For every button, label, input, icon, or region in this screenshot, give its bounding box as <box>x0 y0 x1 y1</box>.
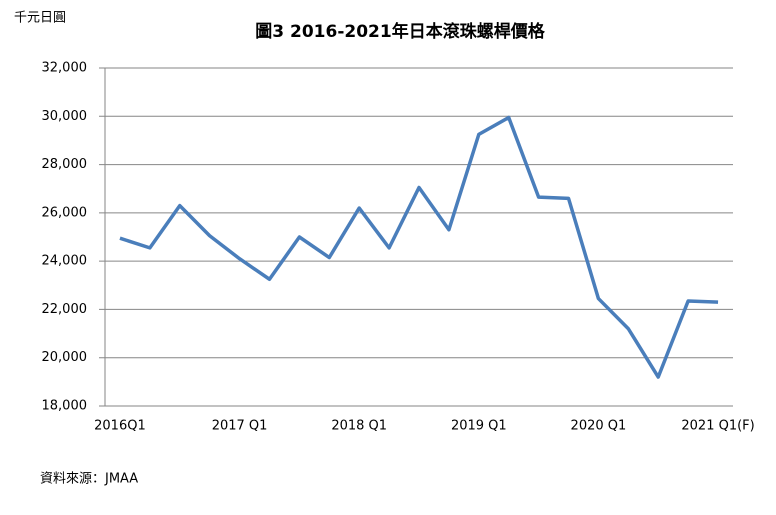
x-tick-label: 2021 Q1(F) <box>681 419 754 434</box>
y-tick-label: 28,000 <box>42 157 88 172</box>
x-tick-label: 2020 Q1 <box>571 419 627 434</box>
x-tick-label: 2017 Q1 <box>212 419 268 434</box>
y-tick-label: 20,000 <box>42 350 88 365</box>
y-tick-label: 32,000 <box>42 61 88 76</box>
data-line <box>119 115 719 379</box>
y-tick-label: 22,000 <box>42 302 88 317</box>
y-tick-label: 26,000 <box>42 205 88 220</box>
source-note: 資料來源：JMAA <box>40 472 138 487</box>
x-tick-label: 2019 Q1 <box>451 419 507 434</box>
y-tick-label: 18,000 <box>42 399 88 414</box>
y-tick-label: 24,000 <box>42 254 88 269</box>
x-tick-label: 2016Q1 <box>94 419 146 434</box>
y-tick-label: 30,000 <box>42 109 88 124</box>
chart-title: 圖3 2016-2021年日本滾珠螺桿價格 <box>255 21 545 42</box>
x-tick-label: 2018 Q1 <box>331 419 387 434</box>
y-axis-unit: 千元日圓 <box>14 11 66 26</box>
